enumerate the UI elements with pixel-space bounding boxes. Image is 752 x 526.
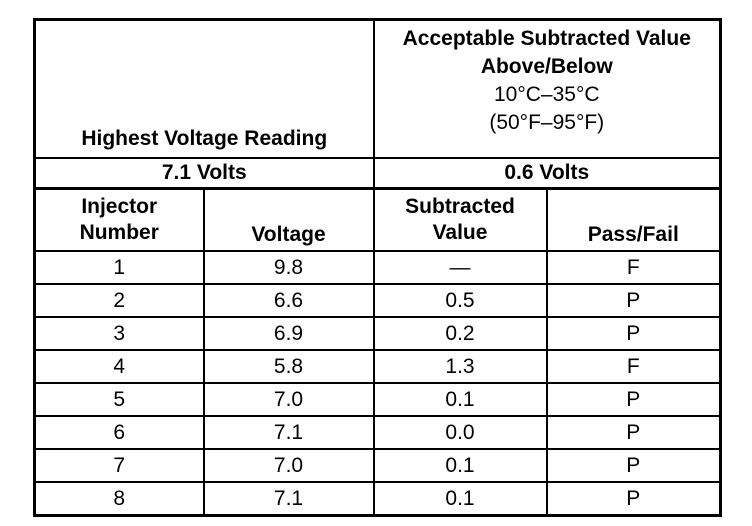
data-cell: 7.0: [202, 382, 375, 417]
data-cell: 5.8: [202, 349, 375, 384]
data-cell: 0.2: [372, 316, 548, 351]
data-cell: 0.1: [372, 448, 548, 483]
column-header: Injector Number: [33, 187, 205, 252]
data-row: 1 9.8— F: [33, 250, 722, 285]
range-fahrenheit: (50°F–95°F): [489, 111, 605, 134]
data-cell: 9.8: [202, 250, 375, 285]
results-table: Highest Voltage Reading Acceptable Subtr…: [33, 18, 722, 517]
data-row: 2 6.6 0.5 P: [33, 283, 722, 318]
summary-row: 7.1 Volts 0.6 Volts: [33, 157, 722, 190]
data-cell: F: [545, 349, 722, 384]
data-row: 8 7.1 0.1 P: [33, 481, 722, 517]
column-header-text: Injector Number: [79, 195, 159, 244]
column-header: Subtracted Value: [372, 187, 548, 252]
summary-cell: 7.1 Volts: [33, 157, 375, 190]
data-cell: 7.0: [202, 448, 375, 483]
data-cell: 1: [33, 250, 205, 285]
column-header: Voltage: [202, 187, 375, 252]
data-cell: P: [545, 481, 722, 517]
data-cell: 5: [33, 382, 205, 417]
data-cell: 6: [33, 415, 205, 450]
data-cell: 6.9: [202, 316, 375, 351]
data-row: 5 7.0 0.1 P: [33, 382, 722, 417]
data-cell: 7.1: [202, 481, 375, 517]
column-header-text: Pass/Fail: [587, 223, 679, 246]
summary-cell: 0.6 Volts: [372, 157, 722, 190]
data-cell: P: [545, 415, 722, 450]
data-cell: 0.5: [372, 283, 548, 318]
header-left: Highest Voltage Reading: [33, 18, 375, 159]
data-cell: 2: [33, 283, 205, 318]
data-cell: 0.1: [372, 481, 548, 517]
data-cell: 0.0: [372, 415, 548, 450]
column-header-text: Subtracted Value: [405, 195, 515, 244]
data-row: 7 7.0 0.1 P: [33, 448, 722, 483]
data-cell: P: [545, 448, 722, 483]
data-cell: 1.3: [372, 349, 548, 384]
header-right-title: Acceptable Subtracted Value Above/Below: [402, 27, 691, 78]
data-cell: 0.1: [372, 382, 548, 417]
data-cell: 7: [33, 448, 205, 483]
data-cell: P: [545, 316, 722, 351]
data-row: 6 7.1 0.0 P: [33, 415, 722, 450]
range-celsius: 10°C–35°C: [493, 83, 600, 106]
data-cell: P: [545, 382, 722, 417]
data-row: 4 5.8 1.3 F: [33, 349, 722, 384]
header-row: Highest Voltage Reading Acceptable Subtr…: [33, 18, 722, 159]
column-header-text: Voltage: [251, 223, 326, 246]
data-cell: —: [372, 250, 548, 285]
data-cell: 7.1: [202, 415, 375, 450]
header-right: Acceptable Subtracted Value Above/Below …: [372, 18, 722, 159]
data-row: 3 6.9 0.2 P: [33, 316, 722, 351]
data-cell: 3: [33, 316, 205, 351]
column-header: Pass/Fail: [545, 187, 722, 252]
data-cell: P: [545, 283, 722, 318]
column-header-row: Injector Number Voltage Subtracted Value Pa…: [33, 187, 722, 252]
data-cell: 8: [33, 481, 205, 517]
data-cell: F: [545, 250, 722, 285]
data-cell: 6.6: [202, 283, 375, 318]
data-cell: 4: [33, 349, 205, 384]
